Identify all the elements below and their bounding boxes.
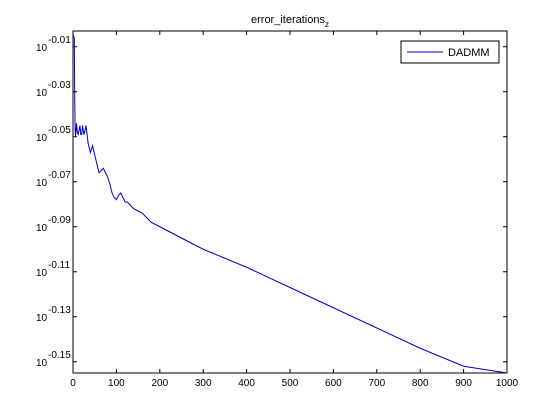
x-tick-label: 900 [455,378,472,389]
y-tick-label-base: 10 [36,43,48,54]
legend: DADMM [401,41,499,63]
y-tick-label-exponent: -0.09 [48,215,71,226]
y-tick-label-base: 10 [36,313,48,324]
x-tick-label: 800 [412,378,429,389]
y-tick-label-base: 10 [36,268,48,279]
x-tick-label: 300 [195,378,212,389]
y-tick-label-exponent: -0.13 [48,305,71,316]
legend-label-dadmm: DADMM [448,47,490,59]
chart-title-subscript: z [325,20,329,29]
y-tick-label-exponent: -0.07 [48,170,71,181]
x-tick-label: 100 [108,378,125,389]
x-tick-label: 0 [70,378,76,389]
plot-area [73,31,507,373]
x-tick-label: 700 [368,378,385,389]
y-tick-label-base: 10 [36,178,48,189]
y-tick-label-exponent: -0.01 [48,35,71,46]
y-tick-label-exponent: -0.05 [48,125,71,136]
y-tick-label-base: 10 [36,358,48,369]
y-tick-label-exponent: -0.03 [48,80,71,91]
chart-title: error_iterationsz [251,14,329,29]
x-tick-label: 1000 [496,378,519,389]
y-tick-label-base: 10 [36,88,48,99]
x-tick-label: 400 [238,378,255,389]
chart-title-main: error_iterations [251,14,325,26]
x-tick-label: 500 [282,378,299,389]
y-tick-label-base: 10 [36,223,48,234]
x-tick-label: 200 [151,378,168,389]
y-tick-label-exponent: -0.11 [48,260,70,271]
y-tick-label-base: 10 [36,133,48,144]
x-tick-label: 600 [325,378,342,389]
y-tick-label-exponent: -0.15 [48,350,71,361]
